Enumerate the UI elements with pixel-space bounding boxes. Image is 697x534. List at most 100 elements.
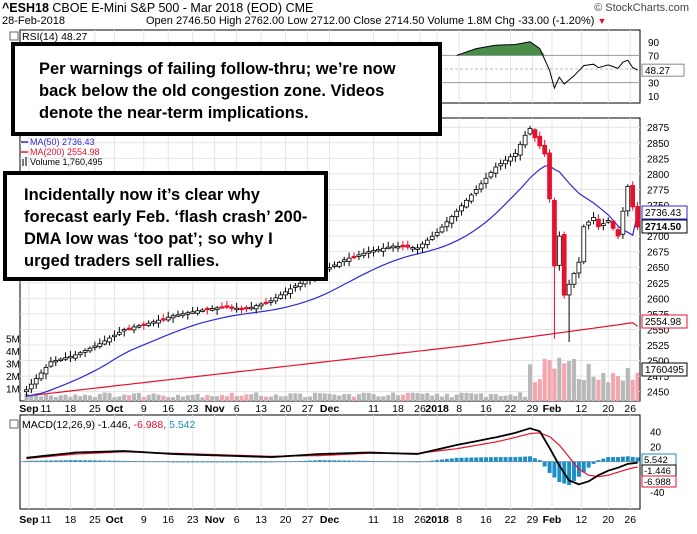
candle-body <box>327 267 332 270</box>
candle-body <box>630 185 636 208</box>
x-tick-label: 25 <box>89 403 101 415</box>
candle-body <box>28 383 34 390</box>
candle-body <box>424 239 430 245</box>
x-tick-label: 8 <box>456 403 462 415</box>
macd-histogram-bar <box>581 461 586 473</box>
rsi-tick-label: 90 <box>648 38 660 49</box>
price-tag-box <box>641 362 688 377</box>
histogram-value: 5.542 <box>169 419 195 431</box>
macd-histogram-bar <box>513 457 518 462</box>
price-tag-box <box>641 314 688 329</box>
candle-body <box>102 340 108 345</box>
volume-bar <box>107 392 112 401</box>
rsi-tick-label: 70 <box>648 51 660 62</box>
volume-bar <box>366 392 371 401</box>
volume-bar <box>410 392 415 401</box>
volume-bar <box>249 394 254 401</box>
candle-body <box>512 152 518 157</box>
candle-body <box>336 261 342 267</box>
candle-body <box>537 135 543 147</box>
candle-body <box>464 199 469 208</box>
volume-bar <box>464 392 469 401</box>
volume-tick-label: 1M <box>6 385 20 396</box>
macd-histogram-bar <box>405 461 410 463</box>
candle-body <box>351 255 357 259</box>
macd-histogram-bar <box>425 461 430 462</box>
candle-body <box>278 294 284 299</box>
price-tick-label: 2850 <box>647 139 670 150</box>
candle-body <box>151 321 156 324</box>
x-tick-label: 6 <box>234 403 240 415</box>
macd-histogram-bar <box>283 461 288 463</box>
volume-bar <box>63 394 68 401</box>
volume-bar <box>459 392 464 401</box>
candle-body <box>146 322 152 326</box>
macd-histogram-bar <box>244 461 249 463</box>
x-tick-label: 13 <box>255 514 267 526</box>
volume-bar <box>293 393 298 401</box>
price-tick-label: 2650 <box>647 263 670 274</box>
candle-body <box>258 303 264 307</box>
candle-body <box>444 221 450 228</box>
volume-bar <box>596 379 601 401</box>
signal-value: -6.988, <box>133 419 169 431</box>
volume-bar <box>215 396 220 401</box>
volume-bar <box>498 396 503 401</box>
volume-bar <box>493 394 498 401</box>
candle-body <box>478 183 484 190</box>
price-tag-label: 2554.98 <box>645 317 682 328</box>
candle-body <box>77 352 83 356</box>
volume-bar <box>141 397 146 401</box>
candle-body <box>449 216 455 224</box>
volume-bar <box>449 397 454 401</box>
candle-body <box>596 218 601 228</box>
macd-last-label: 5.542 <box>644 455 668 466</box>
close-label: Close <box>353 15 382 27</box>
volume-bar <box>39 396 44 401</box>
candle-body <box>346 257 352 262</box>
candle-body <box>625 185 631 212</box>
macd-histogram-bar <box>146 461 151 463</box>
macd-histogram-bar <box>508 457 513 462</box>
candle-body <box>273 297 279 302</box>
candle-body <box>156 319 161 324</box>
price-tick-label: 2500 <box>647 357 670 368</box>
x-tick-label: 20 <box>602 514 614 526</box>
macd-histogram-bar <box>337 460 342 462</box>
volume-bar <box>239 395 244 401</box>
macd-histogram-bar <box>542 461 547 467</box>
x-tick-label: Sep <box>19 514 38 526</box>
x-tick-label: 23 <box>187 403 199 415</box>
candle-body <box>175 314 181 317</box>
macd-histogram-bar <box>586 461 591 468</box>
macd-histogram-bar <box>381 461 386 462</box>
macd-histogram-bar <box>484 457 488 462</box>
macd-histogram-bar <box>596 460 601 462</box>
volume-bar <box>322 393 327 401</box>
volume-bar <box>332 394 337 401</box>
volume-bar <box>175 394 181 401</box>
description-label: CBOE E-Mini S&P 500 - Mar 2018 (EOD) <box>52 1 283 15</box>
candle-body <box>136 325 142 328</box>
volume-bar <box>503 395 508 401</box>
macd-histogram-bar <box>122 460 127 462</box>
candle-body <box>38 372 44 380</box>
volume-bar <box>234 396 239 401</box>
volume-bar <box>127 395 132 401</box>
volume-bar <box>342 394 347 401</box>
exchange-label: CME <box>285 1 314 15</box>
x-tick-label: 13 <box>255 403 267 415</box>
macd-histogram-bar <box>454 457 459 462</box>
volume-bar <box>131 393 137 401</box>
volume-bar <box>229 392 234 401</box>
macd-histogram-bar <box>44 460 48 462</box>
macd-histogram-bar <box>53 460 58 462</box>
macd-last-tag <box>641 475 677 488</box>
price-tick-label: 2825 <box>647 154 670 165</box>
volume-bar <box>611 373 616 401</box>
x-tick-label: 2018 <box>425 514 449 526</box>
volume-bar <box>513 395 518 401</box>
macd-histogram-bar <box>518 456 523 462</box>
rsi-label: RSI(14) 48.27 <box>22 31 88 43</box>
candle-body <box>170 315 176 319</box>
